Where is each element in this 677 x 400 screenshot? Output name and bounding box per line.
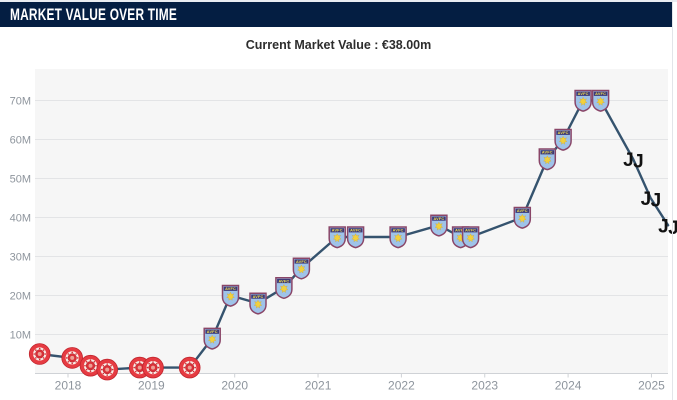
y-axis-label: 30M: [10, 252, 31, 264]
aston-villa-crest-icon[interactable]: AVFC: [574, 89, 592, 112]
top-divider: [0, 0, 677, 2]
aston-villa-crest-icon[interactable]: AVFC: [346, 226, 365, 249]
svg-text:AVFC: AVFC: [253, 295, 264, 299]
y-axis-label: 10M: [10, 330, 31, 342]
svg-text:AVFC: AVFC: [350, 229, 361, 233]
svg-text:AVFC: AVFC: [433, 217, 444, 221]
svg-text:AVFC: AVFC: [465, 229, 476, 233]
aston-villa-crest-icon[interactable]: AVFC: [591, 89, 610, 112]
svg-text:J: J: [641, 189, 652, 210]
svg-text:J: J: [658, 216, 669, 237]
x-axis-label: 2025: [638, 379, 665, 393]
x-axis-label: 2019: [138, 379, 165, 393]
svg-text:J: J: [651, 191, 662, 212]
red-club-badge-icon[interactable]: [142, 356, 164, 379]
svg-text:J: J: [633, 152, 644, 173]
svg-text:AVFC: AVFC: [207, 330, 218, 334]
svg-text:AVFC: AVFC: [455, 229, 466, 233]
aston-villa-crest-icon[interactable]: AVFC: [328, 226, 346, 249]
svg-text:AVFC: AVFC: [225, 287, 236, 291]
juventus-logo-icon[interactable]: JJ: [658, 216, 677, 239]
x-axis-label: 2021: [305, 379, 332, 393]
aston-villa-crest-icon[interactable]: AVFC: [292, 257, 311, 280]
red-club-badge-icon[interactable]: [61, 347, 83, 369]
current-market-value-label: Current Market Value : €38.00m: [245, 38, 432, 52]
red-club-badge-icon[interactable]: [178, 356, 201, 379]
y-axis-label: 20M: [10, 291, 31, 303]
aston-villa-crest-icon[interactable]: AVFC: [275, 276, 293, 300]
svg-text:AVFC: AVFC: [595, 92, 606, 96]
y-axis-label: 70M: [10, 96, 31, 108]
aston-villa-crest-icon[interactable]: AVFC: [554, 128, 572, 151]
svg-text:AVFC: AVFC: [542, 151, 553, 155]
aston-villa-crest-icon[interactable]: AVFC: [249, 292, 267, 315]
svg-text:AVFC: AVFC: [578, 92, 589, 96]
plot-area: [35, 69, 668, 374]
page-right-border: [672, 0, 673, 400]
aston-villa-crest-icon[interactable]: AVFC: [461, 226, 480, 249]
x-axis-label: 2024: [555, 379, 582, 393]
svg-text:AVFC: AVFC: [517, 209, 528, 213]
svg-text:AVFC: AVFC: [296, 260, 307, 264]
svg-text:J: J: [623, 150, 634, 171]
aston-villa-crest-icon[interactable]: AVFC: [203, 327, 221, 350]
y-axis-label: 50M: [10, 174, 31, 186]
y-axis-label: 60M: [10, 135, 31, 147]
aston-villa-crest-icon[interactable]: AVFC: [513, 206, 532, 229]
svg-text:AVFC: AVFC: [332, 229, 343, 233]
aston-villa-crest-icon[interactable]: AVFC: [221, 284, 240, 307]
svg-text:AVFC: AVFC: [393, 229, 404, 233]
red-club-badge-icon[interactable]: [28, 343, 51, 365]
red-club-badge-icon[interactable]: [79, 354, 102, 377]
aston-villa-crest-icon[interactable]: AVFC: [389, 226, 407, 249]
y-axis-label: 40M: [10, 213, 31, 225]
aston-villa-crest-icon[interactable]: AVFC: [430, 214, 448, 237]
header-bar: MARKET VALUE OVER TIME: [0, 2, 672, 27]
aston-villa-crest-icon[interactable]: AVFC: [538, 148, 557, 171]
red-club-badge-icon[interactable]: [96, 358, 118, 381]
svg-text:AVFC: AVFC: [558, 131, 569, 135]
x-axis-label: 2020: [221, 379, 248, 393]
x-axis-label: 2023: [471, 379, 498, 393]
page-title: MARKET VALUE OVER TIME: [10, 5, 178, 24]
svg-text:AVFC: AVFC: [278, 279, 289, 283]
x-axis-label: 2022: [388, 379, 415, 393]
x-axis-label: 2018: [55, 379, 82, 393]
